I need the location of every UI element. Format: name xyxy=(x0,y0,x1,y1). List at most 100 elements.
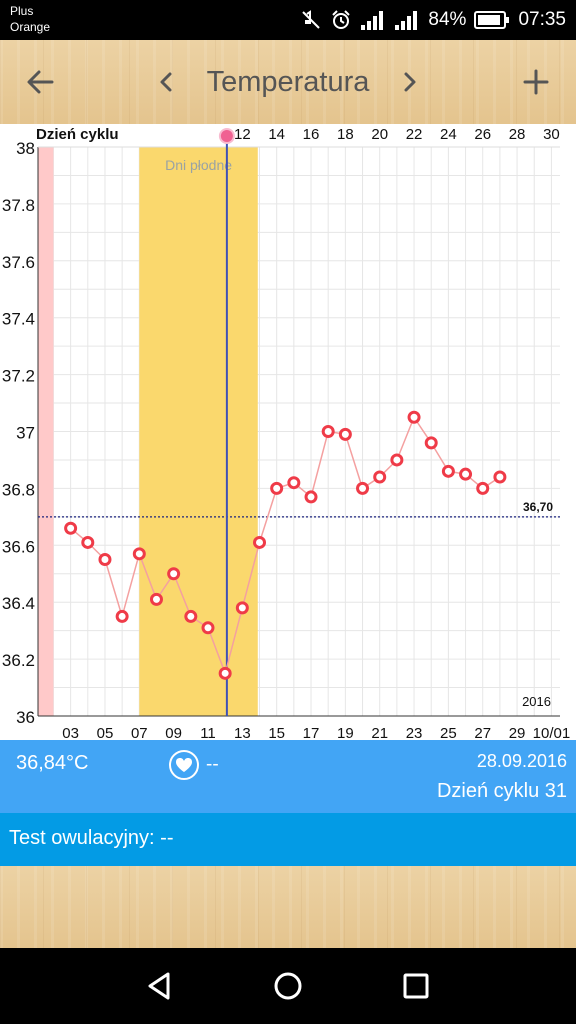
menstruation-band xyxy=(38,147,54,716)
temperature-point xyxy=(407,410,421,424)
cycle-day-tick-label: 22 xyxy=(406,126,423,143)
date-tick-label: 29 xyxy=(509,725,526,740)
date-tick-label: 21 xyxy=(371,725,388,740)
cycle-day-tick-label: 12 xyxy=(234,126,251,143)
cycle-day-tick-label: 26 xyxy=(474,126,491,143)
temperature-point xyxy=(218,666,232,680)
date-tick-label: 27 xyxy=(474,725,491,740)
temperature-point xyxy=(356,481,370,495)
add-button[interactable] xyxy=(514,60,558,104)
y-tick-label: 36.4 xyxy=(2,594,35,613)
y-tick-label: 37 xyxy=(16,424,35,443)
clock: 07:35 xyxy=(518,9,566,30)
temperature-point xyxy=(167,567,181,581)
temperature-point xyxy=(184,609,198,623)
alarm-icon xyxy=(330,9,352,31)
date-tick-label: 10/01 xyxy=(533,725,571,740)
signal-icon-2 xyxy=(394,9,420,31)
heart-value: -- xyxy=(206,754,219,775)
fertile-days-label: Dni płodne xyxy=(165,157,232,173)
cycle-day-tick-label: 20 xyxy=(371,126,388,143)
arrow-left-icon xyxy=(27,70,54,94)
date-tick-label: 11 xyxy=(200,725,216,740)
back-button[interactable] xyxy=(18,60,62,104)
cycle-day-tick-label: 28 xyxy=(509,126,526,143)
cycle-day-tick-label: 30 xyxy=(543,126,560,143)
signal-icon xyxy=(360,9,386,31)
date-tick-label: 19 xyxy=(337,725,354,740)
temperature-point xyxy=(493,470,507,484)
ovulation-marker xyxy=(218,128,235,144)
temperature-point xyxy=(64,521,78,535)
chevron-right-icon xyxy=(404,72,416,92)
temperature-point xyxy=(201,621,215,635)
nav-back-icon xyxy=(148,972,170,1000)
temperature-point xyxy=(98,553,112,567)
temperature-point xyxy=(338,427,352,441)
info-bar: 36,84°C -- 28.09.2016 Dzień cyklu 31 xyxy=(0,740,576,813)
date-tick-label: 03 xyxy=(62,725,79,740)
bottom-background xyxy=(0,866,576,948)
plus-icon xyxy=(523,69,549,95)
temperature-point xyxy=(390,453,404,467)
next-cycle-button[interactable] xyxy=(392,60,428,104)
temperature-point xyxy=(441,464,455,478)
y-tick-label: 38 xyxy=(16,139,35,158)
cycle-day-tick-label: 14 xyxy=(268,126,285,143)
temperature-point xyxy=(81,535,95,549)
date-tick-label: 13 xyxy=(234,725,251,740)
temperature-point xyxy=(476,481,490,495)
nav-recent-icon xyxy=(403,973,429,999)
ovulation-test-bar[interactable]: Test owulacyjny: -- xyxy=(0,813,576,866)
page-title: Temperatura xyxy=(206,66,370,98)
chevron-left-icon xyxy=(160,72,172,92)
temperature-point xyxy=(132,547,146,561)
carrier-line-2: Orange xyxy=(10,20,51,34)
temperature-point xyxy=(270,481,284,495)
temperature-point xyxy=(253,535,267,549)
temperature-point xyxy=(459,467,473,481)
temperature-chart[interactable]: Dni płodne 36 36.2 36.4 36.6 36.8 37 37.2 37.4 37… xyxy=(0,124,576,740)
selected-cycle-day: Dzień cyklu 31 xyxy=(436,780,567,802)
cycle-day-tick-label: 24 xyxy=(440,126,457,143)
status-icons: 84% 07:35 xyxy=(300,0,566,40)
year-label: 2016 xyxy=(522,694,551,709)
battery-percent: 84% xyxy=(428,9,467,30)
y-tick-label: 36.6 xyxy=(2,537,35,556)
date-tick-label: 23 xyxy=(406,725,423,740)
date-tick-label: 09 xyxy=(165,725,182,740)
battery-icon xyxy=(474,10,510,30)
date-tick-label: 17 xyxy=(303,725,320,740)
nav-home-button[interactable] xyxy=(268,966,308,1006)
y-tick-label: 37.2 xyxy=(2,367,35,386)
fertile-band xyxy=(139,147,258,716)
coverline-label: 36,70 xyxy=(523,500,553,514)
carrier-label: Plus Orange xyxy=(10,3,50,35)
y-tick-label: 36.8 xyxy=(2,480,35,499)
navigation-bar xyxy=(0,948,576,1024)
status-bar: Plus Orange 84% 07:35 xyxy=(0,0,576,40)
temperature-point xyxy=(304,490,318,504)
temperature-point xyxy=(287,476,301,490)
temperature-point xyxy=(149,592,163,606)
y-tick-label: 37.6 xyxy=(2,253,35,272)
date-tick-label: 25 xyxy=(440,725,457,740)
app-bar: Temperatura xyxy=(0,40,576,124)
selected-date: 28.09.2016 xyxy=(476,751,567,771)
chart-svg[interactable]: Dni płodne 36 36.2 36.4 36.6 36.8 37 37.2 37.4 37… xyxy=(0,124,576,740)
date-tick-label: 07 xyxy=(131,725,148,740)
carrier-line-1: Plus xyxy=(10,4,34,18)
cycle-day-axis-label: Dzień cyklu xyxy=(36,126,119,143)
ovulation-test-label: Test owulacyjny: -- xyxy=(9,827,174,849)
mute-icon xyxy=(300,9,322,31)
heart-icon[interactable] xyxy=(168,749,200,786)
date-tick-label: 05 xyxy=(97,725,114,740)
previous-cycle-button[interactable] xyxy=(148,60,184,104)
temperature-point xyxy=(321,425,335,438)
selected-temperature: 36,84°C xyxy=(16,752,89,774)
nav-back-button[interactable] xyxy=(140,966,180,1006)
temperature-point xyxy=(115,609,129,623)
date-tick-label: 15 xyxy=(268,725,285,740)
nav-recent-button[interactable] xyxy=(396,966,436,1006)
temperature-point xyxy=(373,470,387,484)
